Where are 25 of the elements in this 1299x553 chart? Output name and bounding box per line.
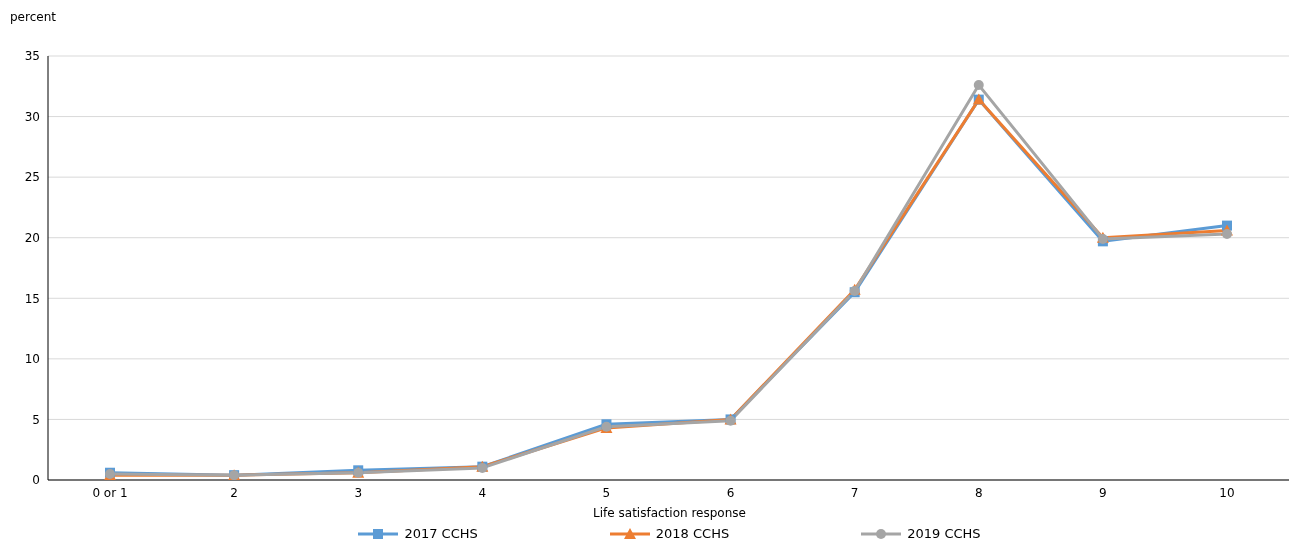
y-tick-label: 5 <box>32 412 40 427</box>
y-tick-label: 25 <box>24 170 40 185</box>
y-tick-label: 30 <box>24 109 40 124</box>
x-tick-label: 3 <box>354 485 363 500</box>
y-tick-label: 15 <box>24 291 40 306</box>
x-tick-label: 6 <box>726 485 735 500</box>
y-axis-title: percent <box>10 10 56 24</box>
legend-label: 2019 CCHS <box>907 526 981 541</box>
y-tick-label: 35 <box>24 49 40 64</box>
point <box>973 80 984 91</box>
x-tick-label: 0 or 1 <box>92 485 128 500</box>
y-tick-label: 10 <box>24 352 40 367</box>
x-axis-title: Life satisfaction response <box>592 506 747 520</box>
legend-label: 2018 CCHS <box>655 526 730 541</box>
x-tick-label: 9 <box>1099 485 1107 500</box>
legend-label: 2017 CCHS <box>404 526 478 541</box>
y-tick-label: 20 <box>24 230 40 245</box>
x-tick-label: 5 <box>602 485 611 500</box>
x-tick-label: 4 <box>478 485 487 500</box>
x-tick-label: 7 <box>850 485 859 500</box>
x-tick-label: 2 <box>230 485 238 500</box>
y-tick-label: 0 <box>32 473 40 488</box>
point <box>1222 229 1232 240</box>
x-tick-label: 10 <box>1219 485 1235 500</box>
x-tick-label: 8 <box>974 485 983 500</box>
